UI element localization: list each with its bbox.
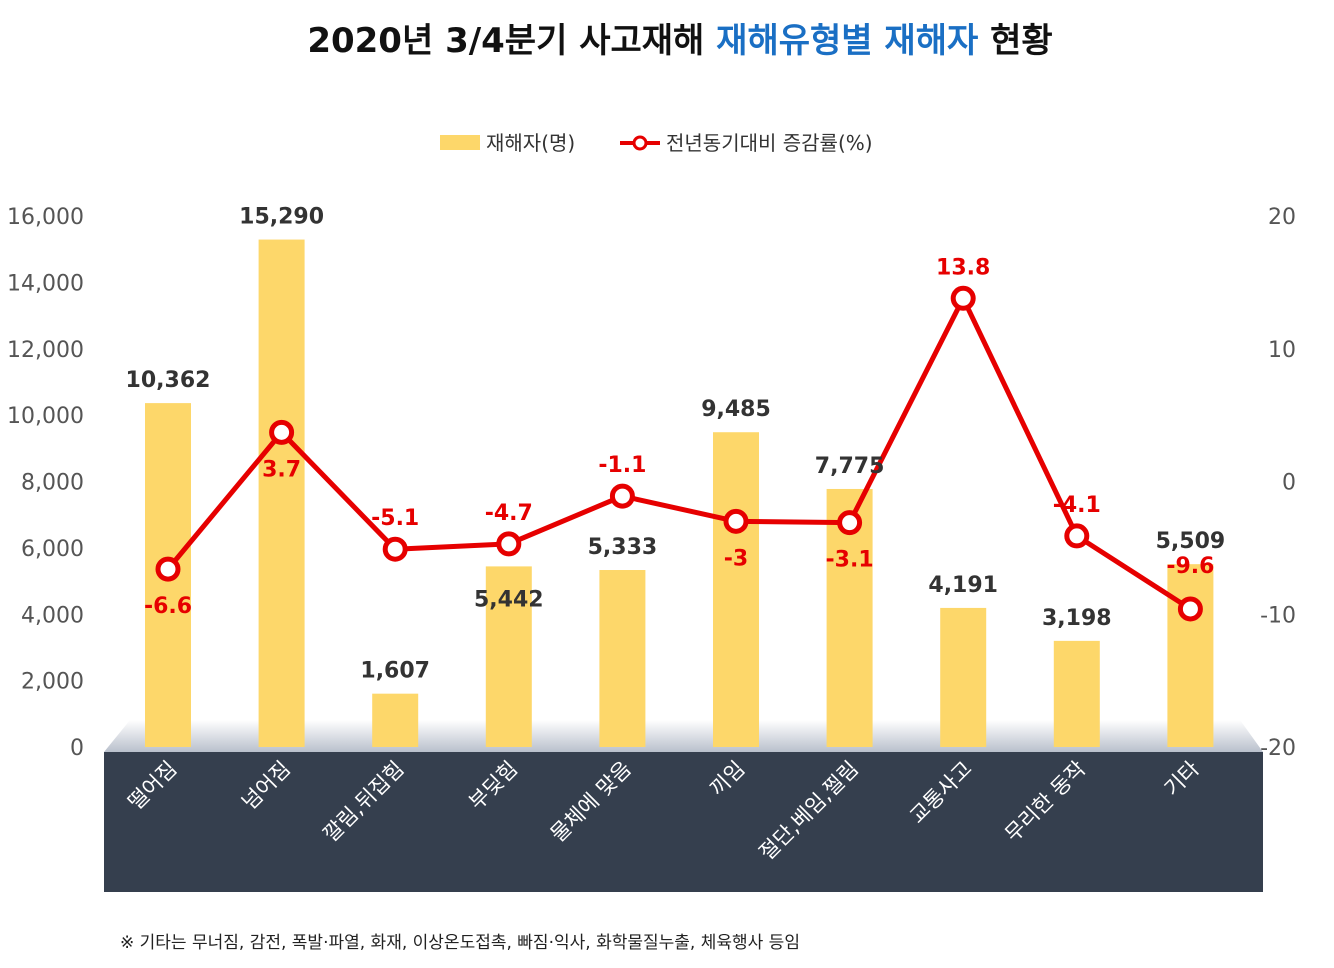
- legend-line-marker: [632, 135, 648, 151]
- bar-value-label: 3,198: [1042, 606, 1112, 631]
- legend: 재해자(명) 전년동기대비 증감률(%): [440, 131, 873, 155]
- bar: [940, 607, 987, 747]
- left-tick-label: 8,000: [21, 471, 84, 496]
- legend-line-label: 전년동기대비 증감률(%): [666, 131, 873, 155]
- line-point: [155, 556, 181, 582]
- bar-value-label: 5,509: [1156, 529, 1226, 554]
- title-part-accent: 재해유형별 재해자: [716, 21, 978, 61]
- title-part-3: 현황: [978, 21, 1052, 61]
- line-value-label: -4.1: [1053, 493, 1101, 518]
- bar-value-label: 7,775: [815, 454, 885, 479]
- left-tick-label: 10,000: [7, 404, 84, 429]
- line-value-label: -4.7: [485, 501, 533, 526]
- line-point: [496, 531, 522, 557]
- bar: [713, 432, 759, 747]
- left-tick-label: 12,000: [7, 338, 84, 363]
- line-value-label: -6.6: [144, 594, 192, 619]
- bars-series: [145, 239, 1214, 748]
- right-tick-label: 10: [1268, 338, 1296, 363]
- bar-value-label: 4,191: [928, 573, 998, 598]
- line-point: [269, 419, 295, 445]
- bar: [1053, 640, 1100, 747]
- bar-value-label: 5,333: [588, 535, 658, 560]
- right-tick-label: 0: [1282, 471, 1296, 496]
- footnote: ※ 기타는 무너짐, 감전, 폭발·파열, 화재, 이상온도접촉, 빠짐·익사,…: [120, 933, 800, 953]
- left-tick-label: 4,000: [21, 603, 84, 628]
- line-point: [950, 285, 976, 311]
- data-labels: 10,362 15,290 1,607 5,442 5,333 9,485 7,775 4,1…: [126, 205, 1226, 684]
- line-value-label: -9.6: [1166, 554, 1214, 579]
- bar-value-label: 10,362: [126, 368, 211, 393]
- legend-bar-swatch: [440, 135, 480, 150]
- line-point: [1177, 596, 1203, 622]
- left-tick-label: 14,000: [7, 271, 84, 296]
- bar-value-label: 15,290: [239, 205, 324, 230]
- bar: [1167, 564, 1214, 747]
- right-axis: -20 -10 0 10 20: [1260, 205, 1296, 761]
- category-band: [104, 752, 1263, 892]
- title-part-1: 2020년 3/4분기 사고재해: [307, 21, 716, 61]
- right-tick-label: 20: [1268, 205, 1296, 230]
- line-path: [166, 295, 1192, 612]
- line-value-label: -3: [724, 546, 748, 571]
- line-point: [723, 508, 749, 534]
- line-point: [1064, 523, 1090, 549]
- line-value-label: -5.1: [371, 506, 419, 531]
- bar-value-label: 9,485: [701, 397, 771, 422]
- line-value-label: -1.1: [598, 453, 646, 478]
- line-point: [837, 510, 863, 536]
- left-tick-label: 0: [70, 736, 84, 761]
- right-tick-label: -20: [1260, 736, 1296, 761]
- line-series: [155, 285, 1203, 622]
- left-axis: 0 2,000 4,000 6,000 8,000 10,000 12,000 14,000 1…: [7, 205, 84, 761]
- line-point: [609, 483, 635, 509]
- bar: [485, 566, 532, 747]
- bar: [258, 239, 305, 748]
- legend-bar-label: 재해자(명): [486, 131, 575, 155]
- line-value-label: 13.8: [936, 255, 990, 280]
- left-tick-label: 16,000: [7, 205, 84, 230]
- line-point: [382, 536, 408, 562]
- line-value-label: 3.7: [262, 457, 301, 482]
- bar-value-label: 1,607: [360, 659, 430, 684]
- right-tick-label: -10: [1260, 603, 1296, 628]
- line-value-label: -3.1: [826, 548, 874, 573]
- bar-value-label: 5,442: [474, 587, 544, 612]
- left-tick-label: 6,000: [21, 537, 84, 562]
- left-tick-label: 2,000: [21, 670, 84, 695]
- chart-title: 2020년 3/4분기 사고재해 재해유형별 재해자 현황: [307, 21, 1052, 61]
- bar: [372, 693, 419, 747]
- bar: [599, 570, 646, 747]
